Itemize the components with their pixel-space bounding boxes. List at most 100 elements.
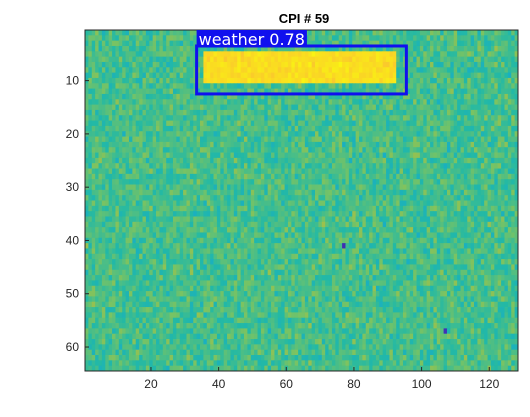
heatmap-cell	[315, 152, 319, 159]
heatmap-cell	[115, 115, 120, 121]
heatmap-cell	[227, 141, 231, 148]
heatmap-cell	[426, 72, 431, 79]
heatmap-cell	[413, 40, 417, 47]
heatmap-cell	[318, 35, 323, 42]
heatmap-cell	[128, 232, 133, 239]
heatmap-cell	[220, 104, 225, 111]
heatmap-cell	[396, 120, 400, 127]
heatmap-cell	[348, 205, 353, 212]
heatmap-cell	[480, 221, 485, 228]
heatmap-cell	[328, 77, 333, 84]
heatmap-cell	[301, 67, 306, 74]
heatmap-cell	[504, 51, 509, 58]
heatmap-cell	[484, 120, 488, 127]
heatmap-cell	[514, 104, 519, 111]
heatmap-cell	[142, 88, 147, 95]
heatmap-cell	[362, 45, 367, 52]
heatmap-cell	[457, 163, 461, 169]
heatmap-cell	[271, 93, 275, 100]
heatmap-cell	[359, 168, 363, 175]
heatmap-cell	[284, 77, 289, 84]
heatmap-cell	[264, 99, 269, 105]
heatmap-cell	[460, 56, 465, 63]
heatmap-cell	[118, 30, 123, 36]
heatmap-cell	[213, 51, 218, 58]
heatmap-cell	[480, 195, 485, 201]
heatmap-cell	[85, 232, 89, 239]
heatmap-cell	[294, 221, 299, 228]
heatmap-cell	[257, 93, 262, 100]
heatmap-cell	[179, 232, 184, 239]
heatmap-cell	[189, 189, 194, 196]
heatmap-cell	[122, 232, 126, 239]
heatmap-cell	[169, 30, 174, 36]
heatmap-cell	[484, 157, 488, 164]
heatmap-cell	[511, 232, 516, 239]
heatmap-cell	[413, 141, 417, 148]
heatmap-cell	[230, 125, 235, 132]
heatmap-cell	[352, 216, 357, 223]
heatmap-cell	[277, 93, 282, 100]
heatmap-cell	[392, 77, 397, 84]
heatmap-cell	[402, 173, 407, 180]
heatmap-cell	[348, 45, 353, 52]
heatmap-cell	[396, 195, 400, 201]
heatmap-cell	[267, 109, 272, 116]
heatmap-cell	[122, 93, 126, 100]
heatmap-cell	[156, 30, 160, 36]
heatmap-cell	[139, 179, 143, 185]
heatmap-cell	[335, 189, 340, 196]
heatmap-cell	[142, 147, 147, 153]
heatmap-cell	[274, 99, 279, 105]
heatmap-cell	[277, 211, 282, 217]
heatmap-cell	[413, 157, 417, 164]
heatmap-cell	[365, 147, 370, 153]
heatmap-cell	[98, 216, 103, 223]
heatmap-cell	[281, 72, 285, 79]
heatmap-cell	[369, 136, 373, 143]
heatmap-cell	[355, 93, 360, 100]
heatmap-cell	[115, 56, 120, 63]
heatmap-cell	[426, 77, 431, 84]
heatmap-cell	[128, 168, 133, 175]
heatmap-cell	[501, 211, 505, 217]
heatmap-cell	[267, 72, 272, 79]
heatmap-cell	[463, 136, 468, 143]
heatmap-cell	[213, 216, 218, 223]
heatmap-cell	[386, 35, 390, 42]
heatmap-cell	[375, 125, 380, 132]
heatmap-cell	[497, 216, 502, 223]
heatmap-cell	[342, 93, 346, 100]
heatmap-cell	[166, 216, 170, 223]
heatmap-cell	[98, 131, 103, 137]
heatmap-cell	[504, 173, 509, 180]
heatmap-cell	[494, 30, 499, 36]
heatmap-cell	[359, 35, 363, 42]
heatmap-cell	[443, 56, 448, 63]
heatmap-cell	[183, 221, 187, 228]
heatmap-cell	[264, 189, 269, 196]
heatmap-cell	[91, 88, 96, 95]
heatmap-cell	[331, 115, 336, 121]
heatmap-cell	[166, 168, 170, 175]
heatmap-cell	[162, 56, 167, 63]
heatmap-cell	[514, 51, 519, 58]
heatmap-cell	[291, 88, 296, 95]
heatmap-cell	[338, 232, 343, 239]
heatmap-cell	[298, 163, 302, 169]
heatmap-cell	[315, 115, 319, 121]
heatmap-cell	[128, 184, 133, 191]
heatmap-cell	[189, 125, 194, 132]
heatmap-cell	[172, 211, 177, 217]
heatmap-cell	[315, 205, 319, 212]
heatmap-cell	[284, 147, 289, 153]
heatmap-cell	[511, 211, 516, 217]
heatmap-cell	[315, 120, 319, 127]
heatmap-cell	[112, 184, 116, 191]
heatmap-cell	[277, 200, 282, 207]
heatmap-cell	[156, 51, 160, 58]
heatmap-cell	[88, 51, 93, 58]
heatmap-cell	[284, 195, 289, 201]
heatmap-cell	[294, 125, 299, 132]
heatmap-cell	[200, 67, 204, 74]
